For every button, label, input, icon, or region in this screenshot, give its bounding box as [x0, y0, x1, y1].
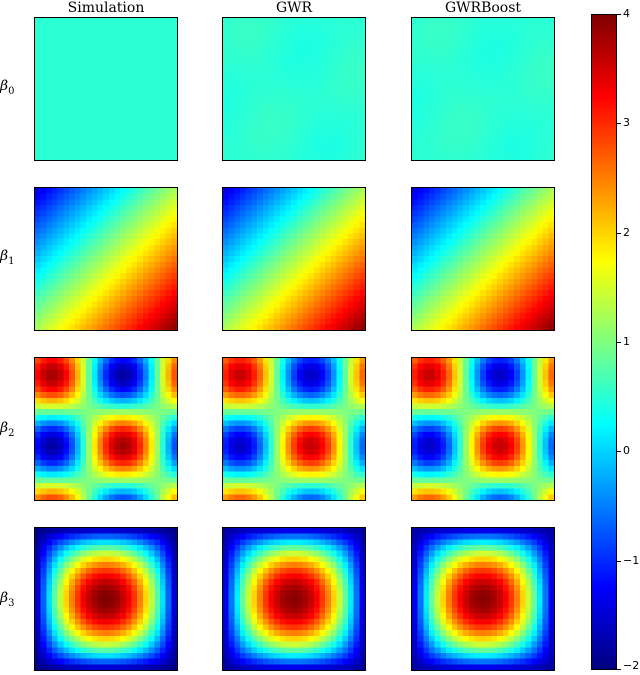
heatmap-beta3-gwrboost	[411, 527, 555, 671]
heatmap-beta0-gwr	[222, 17, 366, 161]
colorbar-tick	[617, 451, 621, 453]
heatmap-beta2-gwr	[222, 357, 366, 501]
column-title-gwrboost: GWRBoost	[444, 0, 522, 16]
colorbar-tick-label: −2	[623, 659, 640, 672]
colorbar-tick-label: 2	[623, 225, 630, 239]
row-label-beta2: β2	[0, 420, 15, 439]
colorbar-tick	[617, 232, 621, 234]
colorbar-tick-label: 4	[623, 7, 630, 20]
heatmap-beta3-simulation	[34, 527, 178, 671]
colorbar-tick	[617, 669, 621, 670]
colorbar	[591, 14, 617, 670]
colorbar-tick-label: −1	[623, 553, 640, 567]
column-title-gwr: GWR	[275, 0, 313, 16]
colorbar-tick	[617, 14, 621, 15]
row-label-beta3: β3	[0, 590, 15, 609]
heatmap-beta2-simulation	[34, 357, 178, 501]
column-title-simulation: Simulation	[67, 0, 145, 16]
colorbar-tick	[617, 123, 621, 125]
heatmap-beta2-gwrboost	[411, 357, 555, 501]
heatmap-beta1-gwrboost	[411, 187, 555, 331]
heatmap-beta1-gwr	[222, 187, 366, 331]
colorbar-tick-label: 1	[623, 335, 630, 348]
colorbar-tick-label: 0	[623, 444, 630, 458]
heatmap-beta0-gwrboost	[411, 17, 555, 161]
row-label-beta1: β1	[0, 248, 15, 267]
heatmap-beta3-gwr	[222, 527, 366, 671]
heatmap-beta0-simulation	[34, 17, 178, 161]
colorbar-tick-label: 3	[623, 116, 630, 130]
row-label-beta0: β0	[0, 78, 15, 97]
colorbar-tick	[617, 342, 621, 343]
heatmap-beta1-simulation	[34, 187, 178, 331]
colorbar-tick	[617, 560, 621, 562]
